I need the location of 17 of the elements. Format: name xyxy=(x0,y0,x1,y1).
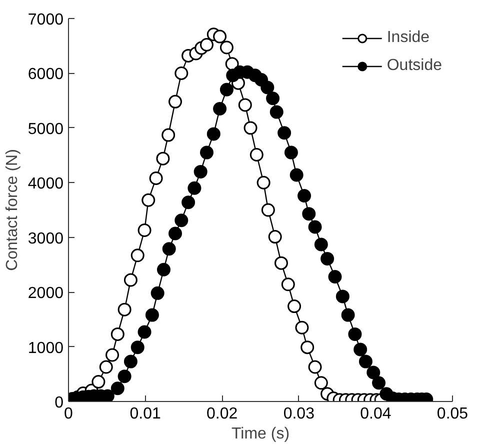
x-tick-label: 0.05 xyxy=(436,406,468,422)
y-tick-label: 1000 xyxy=(28,340,64,357)
y-tick-label: 4000 xyxy=(28,176,64,193)
y-tick-label: 7000 xyxy=(28,12,64,28)
x-tick-label: 0.01 xyxy=(130,406,161,422)
x-axis-title: Time (s) xyxy=(231,426,290,442)
x-tick-label: 0.02 xyxy=(206,406,238,422)
y-tick-label: 3000 xyxy=(28,230,64,248)
y-tick-label: 2000 xyxy=(28,285,64,302)
y-tick-label: 0 xyxy=(54,394,64,412)
y-tick-label: 5000 xyxy=(28,120,64,138)
y-tick-label: 6000 xyxy=(28,66,64,84)
legend-label: Inside xyxy=(386,29,430,47)
x-tick-label: 0.03 xyxy=(283,406,315,422)
y-axis-title: Contact force (N) xyxy=(4,149,21,271)
x-tick-label: 0.04 xyxy=(360,406,392,422)
legend-label: Outside xyxy=(386,57,442,75)
